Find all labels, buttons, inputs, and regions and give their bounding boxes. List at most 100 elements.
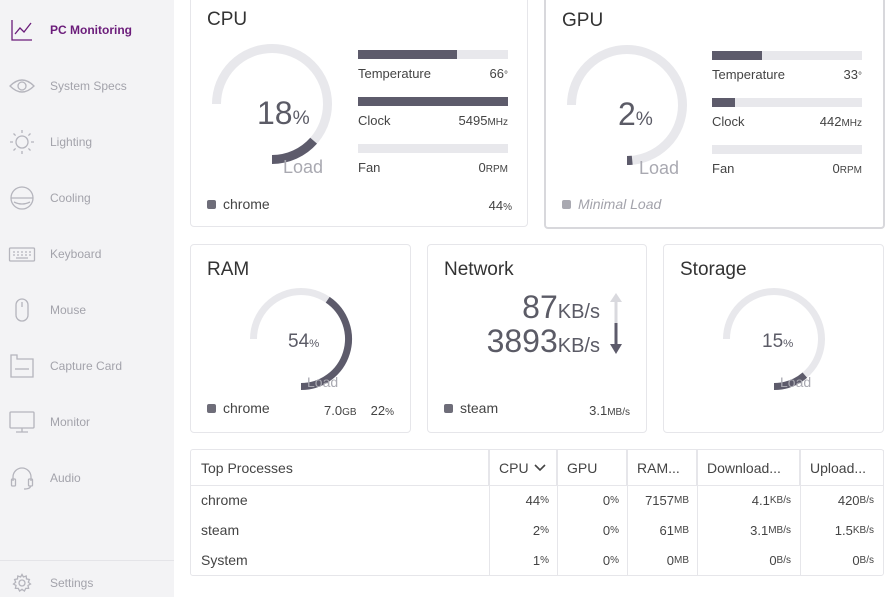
column-header-ram[interactable]: RAM... <box>627 450 697 485</box>
network-top-process-value: 3.1MB/s <box>589 403 630 418</box>
sidebar-item-cooling[interactable]: Cooling <box>0 178 174 218</box>
metric-bar-fill <box>358 50 457 59</box>
storage-card: Storage 15% Load <box>663 244 884 433</box>
sidebar-item-keyboard[interactable]: Keyboard <box>0 234 174 274</box>
load-label: Load <box>780 374 811 390</box>
settings-button[interactable]: Settings <box>0 563 174 603</box>
sidebar-item-label: Cooling <box>50 191 91 205</box>
process-color-dot <box>207 404 216 413</box>
status-text: Minimal Load <box>578 196 661 212</box>
gpu-cell: 0% <box>557 485 619 515</box>
sidebar-item-label: Capture Card <box>50 359 122 373</box>
metric-bar-fill <box>712 51 762 60</box>
status-dot <box>562 200 571 209</box>
metric-name: Clock <box>712 114 745 129</box>
column-header-download[interactable]: Download... <box>697 450 800 485</box>
headset-icon <box>8 464 36 492</box>
sidebar-item-system-specs[interactable]: System Specs <box>0 66 174 106</box>
chevron-down-icon <box>534 464 546 472</box>
cpu-cell: 1% <box>489 545 549 575</box>
process-name: chrome <box>201 485 481 515</box>
gpu-cell: 0% <box>557 515 619 545</box>
sidebar-item-label: Lighting <box>50 135 92 149</box>
column-header-cpu[interactable]: CPU <box>489 450 557 485</box>
card-title: Network <box>444 259 514 281</box>
column-header-name[interactable]: Top Processes <box>191 450 489 485</box>
column-header-gpu[interactable]: GPU <box>557 450 627 485</box>
column-header-upload[interactable]: Upload... <box>800 450 884 485</box>
divider <box>0 560 174 561</box>
gpu-load-value: 2% <box>618 96 653 133</box>
process-color-dot <box>207 200 216 209</box>
sidebar: PC Monitoring System Specs Lighting Cool… <box>0 0 174 597</box>
gear-icon <box>8 569 36 597</box>
ram-top-process-value: 22% <box>371 403 394 418</box>
metric-name: Temperature <box>712 67 785 82</box>
metric-value: 442MHz <box>820 114 862 129</box>
process-name: steam <box>201 515 481 545</box>
cpu-top-process-value: 44% <box>489 198 512 213</box>
cpu-card: CPU 18% Load Temperature 66° Clock 5495M… <box>190 0 528 227</box>
sidebar-item-mouse[interactable]: Mouse <box>0 290 174 330</box>
load-label: Load <box>307 374 338 390</box>
load-label: Load <box>639 158 679 179</box>
gpu-status: Minimal Load <box>562 196 661 212</box>
card-title: CPU <box>207 9 247 31</box>
metric-name: Clock <box>358 113 391 128</box>
network-top-process[interactable]: steam <box>444 400 498 416</box>
cpu-top-process[interactable]: chrome <box>207 196 270 212</box>
sidebar-item-audio[interactable]: Audio <box>0 458 174 498</box>
cpu-cell: 44% <box>489 485 549 515</box>
sidebar-item-label: System Specs <box>50 79 127 93</box>
upload-speed: 87KB/s <box>522 289 600 326</box>
chart-line-icon <box>8 16 36 44</box>
cpu-load-value: 18% <box>257 95 310 132</box>
metric-bar-track <box>712 145 862 154</box>
mouse-icon <box>8 296 36 324</box>
process-name: System <box>201 545 481 575</box>
sidebar-item-label: Monitor <box>50 415 90 429</box>
sidebar-item-monitor[interactable]: Monitor <box>0 402 174 442</box>
ram-card: RAM 54% Load chrome 7.0GB 22% <box>190 244 411 433</box>
sidebar-item-label: PC Monitoring <box>50 23 132 37</box>
process-name: steam <box>460 400 498 416</box>
upload-arrow-icon <box>608 291 624 327</box>
metric-value: 33° <box>844 67 862 82</box>
process-color-dot <box>444 404 453 413</box>
metric-value: 0RPM <box>479 160 508 175</box>
metric-name: Fan <box>358 160 380 175</box>
capture-card-icon <box>8 352 36 380</box>
ram-top-process-amount: 7.0GB <box>324 403 357 418</box>
download-arrow-icon <box>608 323 624 357</box>
sidebar-item-label: Mouse <box>50 303 86 317</box>
sidebar-item-pc-monitoring[interactable]: PC Monitoring <box>0 10 174 50</box>
sidebar-item-capture-card[interactable]: Capture Card <box>0 346 174 386</box>
metric-name: Fan <box>712 161 734 176</box>
sidebar-item-lighting[interactable]: Lighting <box>0 122 174 162</box>
process-name: chrome <box>223 196 270 212</box>
top-processes-table: Top Processes CPU GPU RAM... Download...… <box>190 449 884 576</box>
metric-bar-fill <box>712 98 735 107</box>
card-title: GPU <box>562 10 603 32</box>
card-title: Storage <box>680 259 747 281</box>
card-title: RAM <box>207 259 249 281</box>
network-card: Network 87KB/s 3893KB/s steam 3.1MB/s <box>427 244 647 433</box>
cooling-icon <box>8 184 36 212</box>
eye-icon <box>8 72 36 100</box>
process-name: chrome <box>223 400 270 416</box>
cpu-cell: 2% <box>489 515 549 545</box>
ram-top-process[interactable]: chrome <box>207 400 270 416</box>
ram-load-value: 54% <box>288 331 319 353</box>
metric-value: 0RPM <box>833 161 862 176</box>
settings-label: Settings <box>50 576 93 590</box>
metric-name: Temperature <box>358 66 431 81</box>
download-speed: 3893KB/s <box>487 323 600 360</box>
gpu-cell: 0% <box>557 545 619 575</box>
load-label: Load <box>283 157 323 178</box>
